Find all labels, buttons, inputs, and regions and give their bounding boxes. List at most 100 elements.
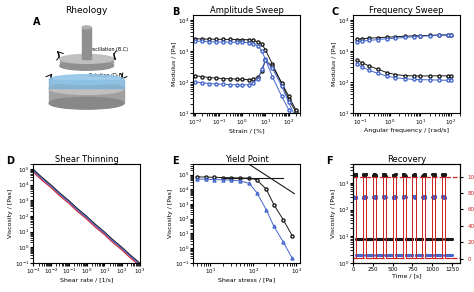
- Title: Shear Thinning: Shear Thinning: [55, 155, 118, 164]
- Point: [396, 237, 403, 241]
- Point: [391, 194, 398, 199]
- Point: [401, 194, 409, 198]
- Point: [401, 194, 408, 198]
- Point: [395, 253, 402, 257]
- Point: [377, 253, 385, 257]
- Point: [421, 195, 429, 200]
- Point: [404, 237, 411, 241]
- Point: [409, 195, 417, 200]
- Point: [439, 172, 447, 176]
- Point: [421, 172, 429, 176]
- Point: [409, 174, 417, 178]
- Point: [351, 173, 358, 178]
- Point: [362, 172, 369, 176]
- Point: [361, 194, 369, 198]
- Point: [373, 237, 381, 241]
- Point: [351, 195, 358, 200]
- Point: [417, 237, 424, 241]
- Point: [446, 237, 453, 241]
- Point: [384, 253, 392, 257]
- Point: [354, 237, 362, 241]
- Point: [373, 253, 381, 257]
- Point: [375, 237, 383, 241]
- Point: [366, 237, 374, 241]
- Point: [434, 237, 441, 241]
- Point: [445, 237, 452, 241]
- Point: [418, 237, 426, 241]
- Point: [360, 173, 368, 177]
- Point: [405, 237, 412, 241]
- Point: [434, 237, 441, 241]
- Point: [356, 253, 363, 257]
- Point: [415, 253, 422, 257]
- Point: [383, 253, 391, 257]
- Point: [365, 253, 373, 257]
- Point: [413, 237, 420, 241]
- Point: [379, 195, 387, 200]
- Point: [406, 237, 414, 241]
- Point: [410, 174, 418, 178]
- Point: [435, 253, 442, 257]
- Point: [382, 173, 389, 178]
- Point: [438, 237, 445, 241]
- Point: [436, 253, 444, 257]
- Point: [374, 237, 382, 241]
- Point: [428, 253, 435, 257]
- Point: [400, 173, 407, 178]
- Point: [383, 253, 390, 257]
- Point: [370, 172, 378, 177]
- Point: [424, 237, 431, 241]
- Point: [417, 253, 425, 257]
- Point: [350, 172, 357, 176]
- Point: [412, 237, 420, 241]
- Point: [402, 237, 410, 241]
- Point: [381, 194, 389, 199]
- Point: [413, 253, 420, 257]
- Point: [426, 253, 433, 257]
- Point: [432, 253, 440, 257]
- Point: [418, 253, 426, 257]
- Point: [430, 194, 438, 199]
- Point: [369, 253, 376, 257]
- Point: [403, 253, 410, 257]
- Point: [409, 173, 416, 178]
- Point: [420, 173, 428, 178]
- Point: [430, 172, 438, 176]
- Point: [352, 194, 359, 199]
- Point: [399, 172, 407, 176]
- Point: [412, 237, 419, 241]
- Point: [426, 237, 433, 241]
- Point: [395, 253, 403, 257]
- Point: [379, 253, 386, 257]
- Point: [380, 194, 388, 198]
- Text: A: A: [33, 17, 41, 27]
- Point: [371, 196, 379, 200]
- Y-axis label: Modulus / [Pa]: Modulus / [Pa]: [331, 41, 336, 86]
- Point: [356, 237, 364, 241]
- Point: [363, 253, 370, 257]
- Point: [394, 253, 402, 257]
- Point: [416, 237, 424, 241]
- Point: [367, 237, 375, 241]
- Point: [443, 253, 451, 257]
- Point: [428, 237, 436, 241]
- Point: [352, 195, 360, 200]
- Point: [352, 172, 359, 177]
- Point: [362, 195, 369, 200]
- Point: [424, 253, 432, 257]
- Text: C: C: [332, 7, 339, 17]
- Point: [409, 237, 416, 241]
- Point: [432, 237, 439, 241]
- Point: [419, 195, 427, 200]
- Point: [392, 253, 400, 257]
- Point: [372, 194, 379, 199]
- Point: [421, 194, 428, 199]
- Point: [425, 237, 433, 241]
- Point: [431, 195, 438, 200]
- Point: [431, 172, 439, 176]
- Point: [390, 173, 397, 178]
- Point: [403, 253, 411, 257]
- Point: [436, 237, 444, 241]
- Point: [357, 253, 365, 257]
- Point: [405, 253, 413, 257]
